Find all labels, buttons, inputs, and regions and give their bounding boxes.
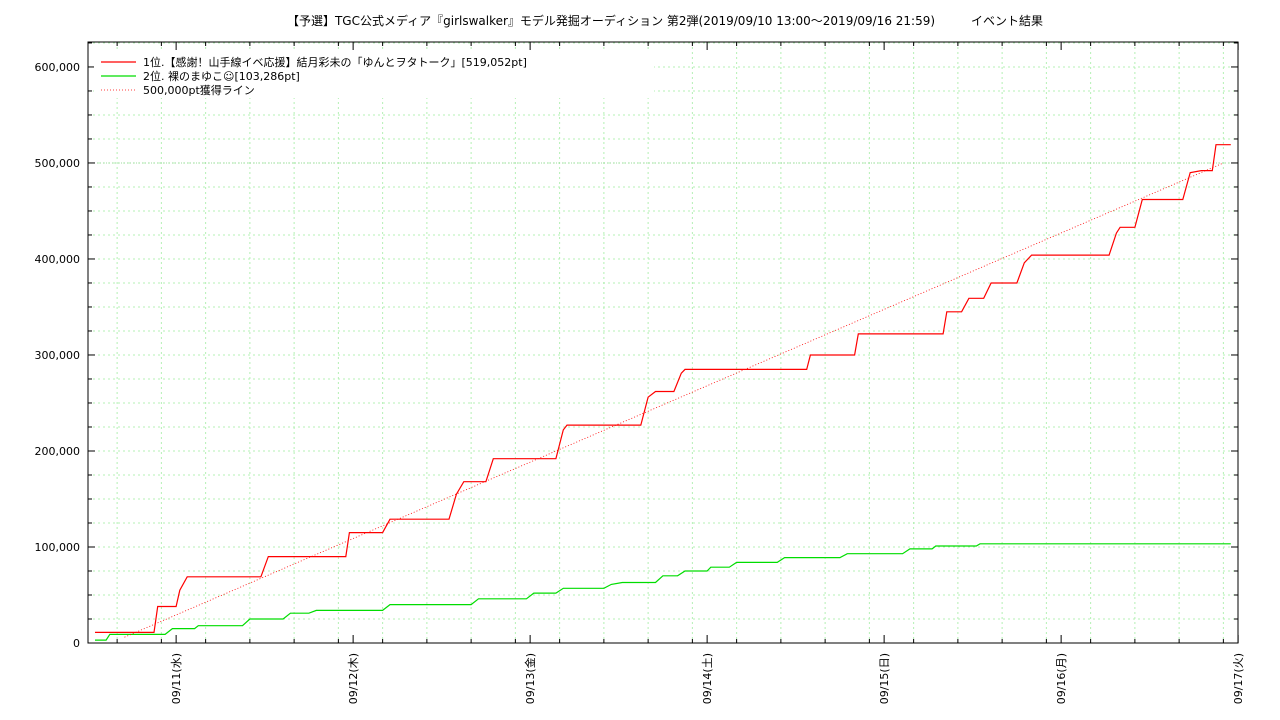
legend-label: 500,000pt獲得ライン: [143, 84, 255, 97]
chart-title: 【予選】TGC公式メディア『girlswalker』モデル発掘オーディション 第…: [286, 14, 1044, 28]
y-tick-label: 200,000: [35, 445, 81, 458]
series-line-3: [124, 162, 1224, 638]
x-tick-label: 09/15(日): [878, 653, 891, 704]
legend-label: 2位. 裸のまゆこ☺[103,286pt]: [143, 69, 300, 83]
y-tick-label: 0: [73, 637, 80, 650]
x-tick-label: 09/12(木): [347, 653, 360, 704]
y-tick-label: 300,000: [35, 349, 81, 362]
x-tick-label: 09/13(金): [523, 653, 537, 704]
series-lines: [95, 144, 1231, 641]
y-tick-label: 500,000: [35, 157, 81, 170]
series-line-1: [95, 144, 1231, 634]
x-tick-label: 09/11(水): [170, 653, 183, 704]
x-tick-label: 09/16(月): [1055, 653, 1068, 704]
y-tick-label: 400,000: [35, 253, 81, 266]
y-tick-label: 600,000: [35, 61, 81, 74]
legend-label: 1位.【感謝！山手線イベ応援】結月彩未の「ゆんとヲタトーク」[519,052pt…: [143, 55, 527, 69]
x-tick-label: 09/14(土): [701, 653, 714, 704]
grid: [88, 42, 1238, 643]
plot-frame: [87, 41, 1239, 644]
series-line-2: [95, 543, 1231, 641]
x-tick-label: 09/17(火): [1232, 653, 1245, 704]
axis-ticks: 0 100,000 200,000 300,000 400,000 500,000 600,…: [35, 42, 1245, 704]
legend: 1位.【感謝！山手線イベ応援】結月彩未の「ゆんとヲタトーク」[519,052pt…: [94, 52, 654, 98]
y-tick-label: 100,000: [35, 541, 81, 554]
legend-box: [94, 52, 654, 98]
